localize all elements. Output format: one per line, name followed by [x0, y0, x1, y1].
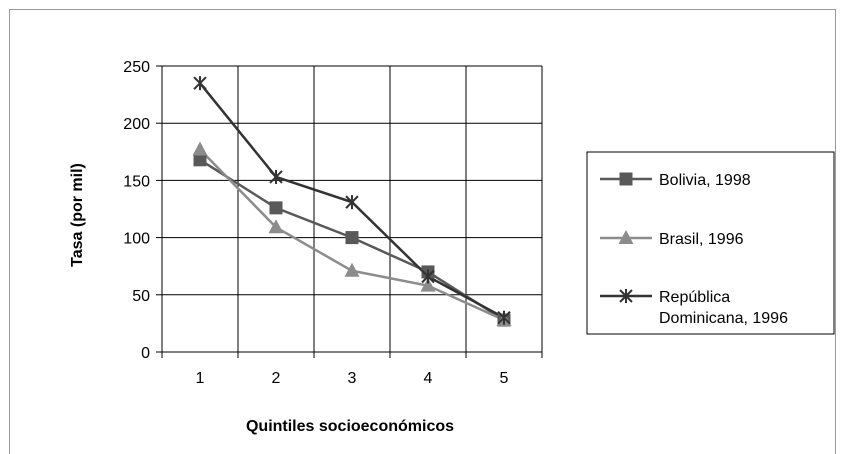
x-axis-label: Quintiles socioeconómicos [246, 418, 454, 435]
plot-grid [156, 65, 543, 358]
y-tick-label: 50 [132, 288, 150, 305]
legend-marker [619, 289, 633, 303]
data-point [192, 141, 208, 156]
y-tick-label: 100 [123, 231, 150, 248]
data-point [497, 310, 511, 325]
data-point [420, 277, 436, 292]
chart-frame [9, 9, 836, 454]
x-axis-ticks: 1 2 3 4 5 [196, 370, 509, 387]
data-point [269, 169, 283, 184]
legend: Bolivia, 1998 Brasil, 1996 República Domini… [586, 151, 835, 335]
data-point [345, 231, 359, 245]
legend-label: Dominicana, 1996 [659, 310, 788, 327]
series-markers [192, 76, 512, 327]
legend-marker [619, 172, 633, 186]
y-axis-label: Tasa (por mil) [69, 163, 86, 267]
legend-marker [618, 230, 634, 244]
data-point [344, 262, 360, 277]
y-tick-label: 150 [123, 173, 150, 190]
data-point [268, 219, 284, 234]
data-point [421, 269, 435, 284]
x-tick-label: 4 [424, 370, 433, 387]
x-tick-label: 2 [272, 370, 281, 387]
x-tick-label: 1 [196, 370, 205, 387]
legend-label: República [659, 289, 730, 306]
x-tick-label: 3 [348, 370, 357, 387]
y-tick-label: 0 [141, 345, 150, 362]
x-tick-label: 5 [500, 370, 509, 387]
legend-label: Brasil, 1996 [659, 231, 744, 248]
legend-label: Bolivia, 1998 [659, 172, 751, 189]
data-point [193, 153, 207, 167]
legend-items: Bolivia, 1998 Brasil, 1996 República Domini… [600, 172, 788, 327]
y-tick-label: 200 [123, 116, 150, 133]
data-point [345, 195, 359, 210]
y-tick-label: 250 [123, 59, 150, 76]
data-point [193, 76, 207, 91]
y-axis-ticks: 0 50 100 150 200 250 [123, 59, 150, 362]
data-point [269, 201, 283, 215]
